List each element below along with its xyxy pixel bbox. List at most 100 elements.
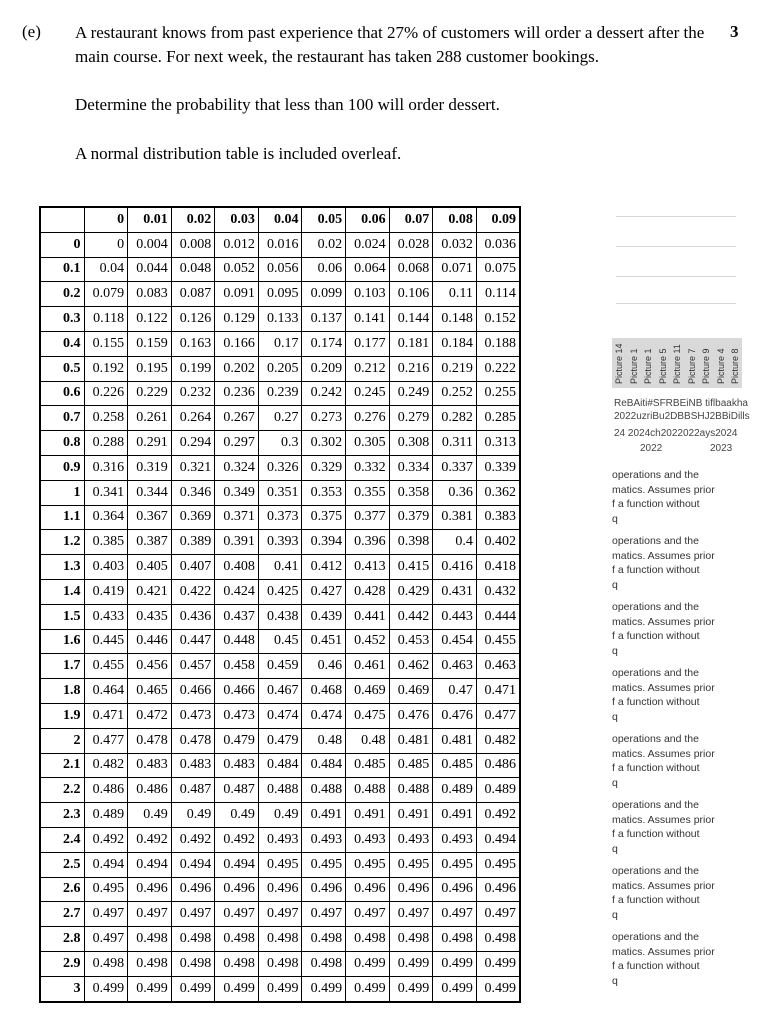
table-cell: 0.49 xyxy=(127,802,172,828)
table-cell: 0.471 xyxy=(83,702,129,729)
table-cell: 0.044 xyxy=(127,256,172,283)
table-cell: 0.341 xyxy=(83,479,129,506)
table-cell: 0.487 xyxy=(170,777,216,804)
table-cell: 0.316 xyxy=(83,454,129,481)
snippet-line: q xyxy=(612,512,618,525)
table-cell: 0.432 xyxy=(475,578,521,605)
table-cell: 0.129 xyxy=(214,306,259,332)
table-cell: 0.498 xyxy=(83,950,129,977)
table-cell: 0.496 xyxy=(432,876,477,903)
table-cell: 0.148 xyxy=(432,306,477,332)
overlapping-snippet: operations and the matics. Assumes prior f… xyxy=(612,930,768,988)
table-cell: 0.475 xyxy=(345,702,390,729)
picture-label: Picture 11 xyxy=(672,344,682,384)
table-cell: 0.232 xyxy=(170,380,216,407)
table-cell: 0.496 xyxy=(345,876,390,903)
table-cell: 0.091 xyxy=(214,281,259,308)
table-cell: 0.494 xyxy=(83,851,129,878)
table-cell: 0.064 xyxy=(345,256,390,283)
table-cell: 0.478 xyxy=(127,727,172,754)
table-cell: 0.04 xyxy=(83,256,129,283)
table-cell: 0.344 xyxy=(127,479,172,506)
table-cell: 0.036 xyxy=(475,231,521,258)
row-header: 2.6 xyxy=(39,876,85,903)
table-cell: 0.488 xyxy=(301,777,347,804)
table-cell: 0.387 xyxy=(127,529,172,556)
table-cell: 0.485 xyxy=(388,752,434,779)
table-cell: 0.473 xyxy=(170,702,216,729)
table-cell: 0.483 xyxy=(214,752,259,779)
snippet-line: operations and the xyxy=(612,469,699,481)
table-cell: 0.27 xyxy=(257,405,303,432)
row-header: 2.3 xyxy=(39,802,85,828)
table-cell: 0.478 xyxy=(170,727,216,754)
row-header: 2.9 xyxy=(39,950,85,977)
snippet-line: q xyxy=(612,776,618,789)
table-cell: 0.49 xyxy=(214,802,259,828)
table-cell: 0.252 xyxy=(432,380,477,407)
table-cell: 0.242 xyxy=(301,380,347,407)
table-cell: 0.461 xyxy=(345,653,390,680)
divider xyxy=(616,303,736,304)
table-cell: 0.494 xyxy=(475,826,521,853)
table-cell: 0.285 xyxy=(475,405,521,432)
snippet-line: operations and the xyxy=(612,799,699,811)
snippet-line: f a function without xyxy=(612,498,700,510)
table-cell: 0.439 xyxy=(301,603,347,630)
row-header: 3 xyxy=(39,975,85,1003)
picture-label: Picture 1 xyxy=(628,348,639,384)
table-cell: 0.498 xyxy=(388,926,434,952)
table-cell: 0.258 xyxy=(83,405,129,432)
table-cell: 0.473 xyxy=(214,702,259,729)
table-cell: 0.493 xyxy=(301,826,347,853)
row-header: 1 xyxy=(39,479,85,506)
table-cell: 0.445 xyxy=(83,628,129,655)
table-cell: 0.463 xyxy=(432,653,477,680)
table-cell: 0.459 xyxy=(257,653,303,680)
table-cell: 0.407 xyxy=(170,554,216,580)
table-cell: 0.394 xyxy=(301,529,347,556)
table-cell: 0.441 xyxy=(345,603,390,630)
table-cell: 0.484 xyxy=(257,752,303,779)
table-cell: 0.192 xyxy=(83,355,129,382)
table-cell: 0.255 xyxy=(475,380,521,407)
legend-year-right: 2023 xyxy=(710,443,733,454)
table-row: 0.2 0.079 0.083 0.087 0.091 0.095 0.099 0.103 0.… xyxy=(39,281,521,308)
table-cell: 0.004 xyxy=(127,231,172,258)
table-cell: 0.103 xyxy=(345,281,390,308)
table-row: 2.9 0.498 0.498 0.498 0.498 0.498 0.498 0.499 0.… xyxy=(39,950,521,977)
row-header: 2.7 xyxy=(39,901,85,928)
table-cell: 0.11 xyxy=(432,281,477,308)
table-cell: 0.499 xyxy=(475,950,521,977)
table-cell: 0.403 xyxy=(83,554,129,580)
table-cell: 0.496 xyxy=(214,876,259,903)
table-cell: 0.487 xyxy=(214,777,259,804)
table-cell: 0.48 xyxy=(301,727,347,754)
table-cell: 0.494 xyxy=(170,851,216,878)
table-cell: 0.498 xyxy=(432,926,477,952)
table-cell: 0.495 xyxy=(475,851,521,878)
table-cell: 0.239 xyxy=(257,380,303,407)
table-cell: 0.485 xyxy=(432,752,477,779)
table-cell: 0.377 xyxy=(345,504,390,531)
picture-label: Picture 5 xyxy=(657,348,668,384)
snippet-line: matics. Assumes prior xyxy=(612,483,715,496)
overlapping-snippet: operations and the matics. Assumes prior f… xyxy=(612,534,768,592)
row-header: 2.2 xyxy=(39,777,85,804)
table-cell: 0.391 xyxy=(214,529,259,556)
column-header: 0.02 xyxy=(170,206,216,233)
table-cell: 0.456 xyxy=(127,653,172,680)
table-cell: 0.494 xyxy=(214,851,259,878)
snippet-line: f a function without xyxy=(612,630,700,642)
table-cell: 0.495 xyxy=(432,851,477,878)
table-cell: 0.466 xyxy=(170,678,216,704)
table-cell: 0.453 xyxy=(388,628,434,655)
table-cell: 0.469 xyxy=(345,678,390,704)
table-cell: 0.012 xyxy=(214,231,259,258)
table-cell: 0.498 xyxy=(475,926,521,952)
table-row: 1 0.341 0.344 0.346 0.349 0.351 0.353 0.355 0.35… xyxy=(39,479,521,506)
table-cell: 0.264 xyxy=(170,405,216,432)
table-cell: 0.496 xyxy=(301,876,347,903)
table-cell: 0.118 xyxy=(83,306,129,332)
table-row: 2.4 0.492 0.492 0.492 0.492 0.493 0.493 0.493 0.… xyxy=(39,826,521,853)
